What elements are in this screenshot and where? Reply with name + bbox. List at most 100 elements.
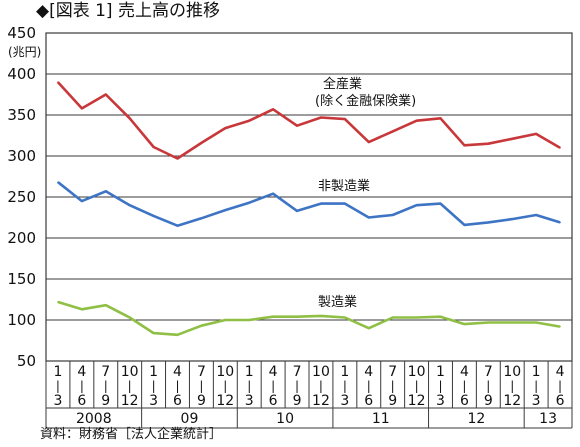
x-tick-start-month: 4 [556, 364, 565, 380]
series-label: 全産業 [323, 76, 362, 92]
data-point [320, 315, 322, 317]
x-year-label: 2008 [76, 411, 112, 427]
data-point [272, 315, 274, 318]
y-tick-label: 400 [7, 65, 36, 83]
x-tick-start-month: 7 [197, 364, 206, 380]
series-line [57, 81, 561, 160]
y-unit-label: (兆円) [8, 45, 41, 59]
x-tick-dash: | [343, 379, 347, 393]
x-tick-end-month: 6 [77, 393, 86, 409]
data-point [535, 321, 537, 324]
x-tick-start-month: 10 [408, 364, 426, 380]
chart-title: ◆[図表 1] 売上高の推移 [36, 1, 220, 21]
x-tick-end-month: 3 [245, 393, 254, 409]
x-tick-dash: | [80, 379, 84, 393]
data-point [439, 117, 442, 120]
data-point [104, 190, 107, 193]
data-point [200, 142, 203, 144]
x-tick-dash: | [415, 379, 419, 393]
data-point [248, 201, 251, 204]
data-point [200, 217, 203, 220]
y-tick-label: 150 [7, 270, 36, 288]
x-tick-end-month: 9 [388, 393, 397, 409]
data-point [391, 214, 394, 216]
data-point [439, 315, 442, 318]
x-tick-dash: | [247, 379, 251, 393]
data-point [320, 202, 322, 205]
x-tick-start-month: 1 [532, 364, 541, 380]
y-tick-label: 200 [7, 229, 36, 247]
data-point [81, 200, 83, 202]
x-tick-start-month: 4 [173, 364, 182, 380]
data-point [367, 327, 370, 330]
data-point [81, 107, 83, 110]
x-tick-start-month: 1 [53, 364, 62, 380]
series-label: 非製造業 [318, 178, 370, 194]
series-label: 製造業 [318, 294, 357, 310]
data-point [391, 316, 394, 319]
source-note: 資料：財務省［法人企業統計］ [40, 427, 223, 442]
x-tick-dash: | [128, 379, 132, 393]
x-tick-end-month: 12 [121, 393, 139, 409]
data-point [559, 325, 561, 328]
x-tick-end-month: 6 [364, 393, 373, 409]
y-tick-label: 50 [17, 352, 36, 370]
data-point [487, 221, 490, 224]
data-point [415, 316, 418, 319]
data-point [104, 304, 107, 307]
x-tick-dash: | [199, 379, 203, 393]
data-point [535, 133, 537, 135]
data-point [511, 218, 514, 220]
data-point [176, 224, 179, 227]
x-tick-end-month: 9 [293, 393, 302, 409]
data-point [81, 308, 83, 311]
x-tick-end-month: 3 [340, 393, 349, 409]
x-year-label: 12 [467, 411, 485, 427]
data-point [57, 81, 59, 83]
data-point [248, 319, 251, 321]
data-point [152, 332, 155, 334]
y-tick-label: 300 [7, 147, 36, 165]
x-tick-end-month: 12 [408, 393, 426, 409]
data-point [415, 119, 418, 122]
data-point [296, 315, 298, 318]
x-tick-end-month: 3 [53, 393, 62, 409]
x-tick-start-month: 1 [245, 364, 254, 380]
x-tick-start-month: 4 [364, 364, 373, 380]
data-point [272, 192, 274, 195]
x-tick-start-month: 4 [269, 364, 278, 380]
x-tick-end-month: 3 [436, 393, 445, 409]
data-point [391, 130, 394, 133]
data-point [415, 204, 418, 206]
data-point [248, 119, 251, 122]
data-point [152, 215, 155, 217]
data-point [128, 204, 131, 206]
x-tick-dash: | [558, 379, 562, 393]
data-point [344, 316, 346, 319]
data-point [152, 146, 155, 148]
data-point [104, 93, 107, 96]
data-point [320, 116, 322, 119]
x-tick-dash: | [319, 379, 323, 393]
data-point [559, 147, 561, 149]
x-tick-start-month: 1 [340, 364, 349, 380]
data-point [344, 118, 346, 120]
y-tick-label: 350 [7, 106, 36, 124]
x-tick-start-month: 1 [149, 364, 158, 380]
series-line [57, 181, 561, 227]
x-tick-dash: | [175, 379, 179, 393]
data-point [463, 323, 466, 325]
x-tick-end-month: 6 [269, 393, 278, 409]
x-tick-end-month: 9 [484, 393, 493, 409]
x-tick-start-month: 4 [77, 364, 86, 380]
data-point [463, 144, 466, 147]
x-tick-end-month: 6 [173, 393, 182, 409]
data-point [57, 301, 59, 303]
x-tick-end-month: 3 [532, 393, 541, 409]
data-point [57, 181, 59, 184]
x-tick-dash: | [462, 379, 466, 393]
data-point [367, 216, 370, 219]
data-point [535, 214, 537, 216]
x-tick-start-month: 7 [101, 364, 110, 380]
